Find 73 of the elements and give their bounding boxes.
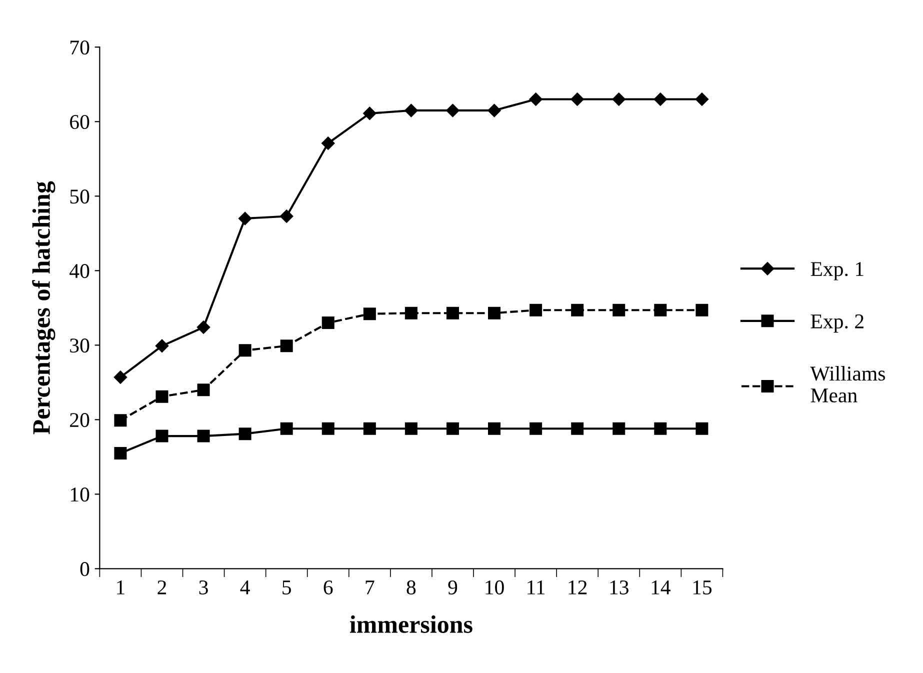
x-tick-label: 1 — [117, 580, 124, 594]
point — [155, 339, 169, 352]
x-tick-label: 14 — [652, 580, 670, 594]
point — [156, 430, 168, 442]
point — [488, 422, 501, 435]
point — [488, 306, 501, 320]
x-tick-label: 3 — [199, 580, 208, 594]
y-tick-label: 0 — [80, 562, 90, 576]
point — [696, 422, 708, 435]
point — [322, 316, 334, 330]
x-tick-label: 6 — [324, 580, 333, 594]
point — [570, 92, 584, 106]
point — [363, 308, 376, 320]
x-tick-label: 13 — [610, 580, 628, 594]
point — [446, 306, 459, 320]
point — [156, 390, 168, 403]
y-tick-label: 30 — [70, 338, 90, 353]
y-tick-label: 70 — [70, 40, 90, 55]
x-tick-label: 7 — [366, 580, 374, 594]
y-tick-label: 50 — [70, 190, 90, 204]
legend-label: Exp. 2 — [810, 314, 864, 333]
point — [197, 430, 210, 442]
point — [488, 104, 501, 118]
point — [196, 320, 210, 334]
point — [529, 92, 542, 106]
x-tick-label: 12 — [568, 580, 587, 594]
point — [612, 304, 626, 316]
y-tick-label: 60 — [70, 114, 90, 130]
point — [571, 422, 584, 435]
point — [654, 92, 667, 106]
x-tick-label: 15 — [693, 580, 712, 594]
x-tick-label: 10 — [486, 580, 504, 594]
point — [612, 422, 626, 435]
point — [654, 422, 667, 435]
point — [322, 136, 335, 150]
point — [695, 92, 709, 106]
legend-label: Exp. 1 — [810, 262, 864, 280]
point — [197, 384, 210, 396]
x-tick-label: 2 — [158, 580, 166, 594]
point — [363, 106, 376, 120]
point — [363, 422, 376, 435]
point — [114, 414, 127, 427]
point — [404, 104, 418, 118]
point — [238, 428, 252, 440]
x-tick-label: 11 — [528, 580, 545, 594]
legend-label: Williams Mean — [810, 366, 885, 402]
x-tick-label: 9 — [448, 580, 458, 594]
point — [238, 344, 252, 357]
point — [446, 104, 460, 118]
x-axis-title: immersions — [350, 615, 472, 633]
point — [696, 304, 708, 316]
y-tick-label: 20 — [70, 413, 90, 428]
point — [446, 422, 459, 435]
point — [404, 306, 418, 320]
point — [654, 304, 667, 316]
point — [280, 422, 293, 435]
point — [322, 422, 334, 435]
y-tick-label: 40 — [70, 264, 90, 278]
point — [530, 422, 542, 435]
y-tick-label: 10 — [70, 488, 90, 502]
point — [612, 92, 626, 106]
x-tick-label: 5 — [282, 580, 291, 594]
point — [571, 304, 584, 316]
x-tick-label: 8 — [406, 580, 416, 594]
y-axis-title: Percentages of hatching — [32, 181, 56, 434]
point — [114, 446, 127, 460]
x-tick-label: 4 — [240, 580, 250, 594]
point — [404, 422, 418, 435]
point — [530, 304, 542, 316]
point — [238, 212, 252, 226]
point — [280, 210, 294, 223]
point — [114, 370, 128, 384]
point — [280, 340, 293, 352]
